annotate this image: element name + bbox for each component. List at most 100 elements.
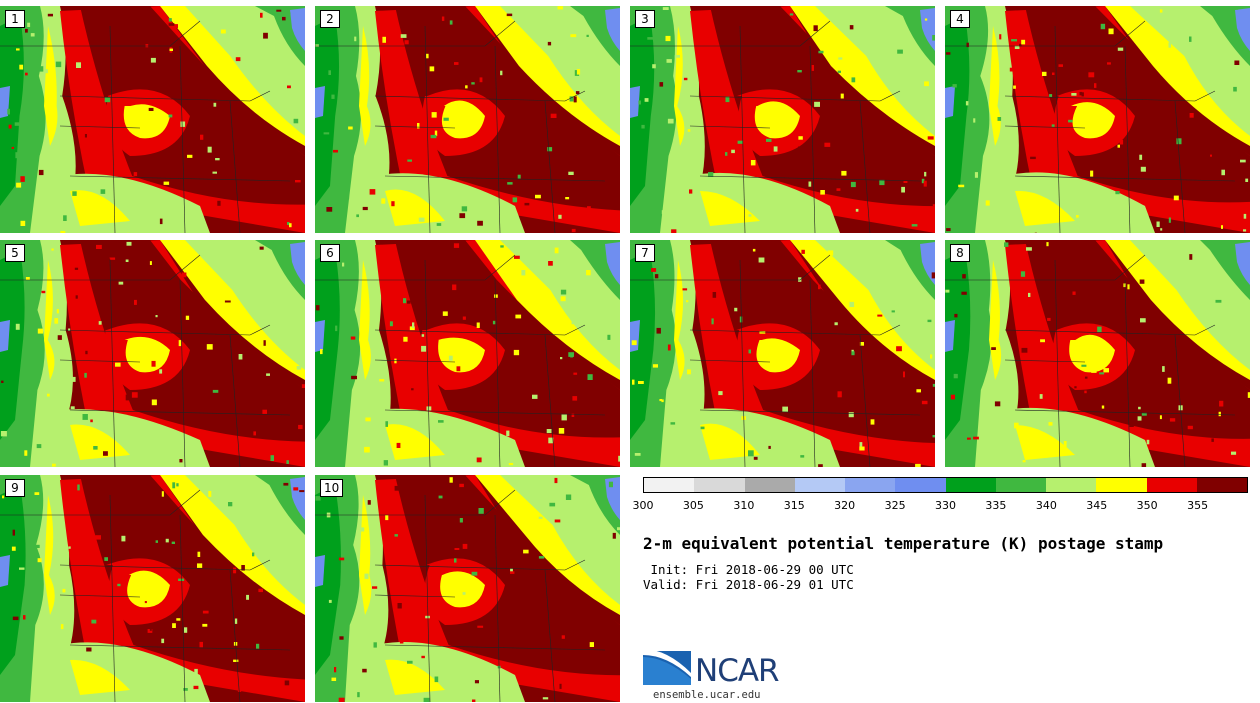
speckle: [7, 108, 10, 115]
speckle: [47, 13, 53, 17]
speckle: [150, 57, 156, 63]
speckle: [14, 122, 19, 126]
speckle: [1159, 9, 1163, 13]
speckle: [16, 182, 22, 188]
speckle: [923, 180, 927, 187]
contour-region: [123, 104, 170, 139]
speckle: [560, 296, 566, 302]
speckle: [908, 63, 912, 67]
speckle: [979, 284, 986, 287]
speckle: [301, 384, 305, 388]
contour-region: [0, 555, 10, 587]
panel-number: 1: [5, 10, 25, 28]
state-border: [699, 409, 921, 416]
speckle: [589, 642, 594, 647]
speckle: [814, 101, 820, 107]
state-border: [59, 359, 141, 363]
legend-swatch: [694, 478, 745, 492]
speckle: [20, 220, 26, 226]
speckle: [782, 406, 788, 412]
speckle: [379, 379, 385, 382]
speckle: [103, 493, 109, 498]
speckle: [407, 660, 413, 664]
speckle: [417, 123, 420, 129]
speckle: [661, 210, 667, 215]
contour-region: [44, 495, 55, 615]
speckle: [260, 12, 263, 18]
speckle: [383, 460, 388, 466]
panel-number: 5: [5, 244, 25, 262]
contour-region: [605, 242, 620, 285]
speckle: [400, 34, 407, 38]
state-border: [1054, 259, 1061, 467]
speckle: [674, 55, 680, 58]
speckle: [328, 70, 331, 75]
speckle: [652, 364, 658, 368]
speckle: [517, 174, 521, 179]
speckle: [934, 401, 935, 408]
speckle: [1189, 254, 1193, 260]
speckle: [1169, 418, 1176, 422]
speckle: [921, 400, 928, 405]
speckle: [233, 659, 239, 662]
speckle: [1159, 415, 1162, 420]
speckle: [538, 516, 543, 519]
speckle: [1137, 416, 1142, 421]
speckle: [289, 223, 292, 228]
speckle: [20, 176, 25, 182]
speckle: [1074, 386, 1077, 389]
speckle: [421, 345, 427, 352]
speckle: [1004, 242, 1009, 247]
legend-color-bar: [643, 477, 1248, 493]
state-border: [739, 259, 746, 467]
speckle: [256, 643, 260, 649]
speckle: [462, 316, 466, 320]
speckle: [0, 431, 7, 437]
speckle: [507, 182, 513, 185]
state-border: [809, 45, 816, 233]
speckle: [768, 445, 771, 449]
color-legend: 300 305 310 315 320 325 330 335 340 345 350 355: [633, 477, 1248, 517]
state-border: [424, 494, 431, 702]
speckle: [966, 42, 969, 48]
speckle: [1231, 451, 1237, 455]
speckle: [38, 169, 44, 176]
speckle: [60, 231, 66, 233]
speckle: [342, 262, 345, 267]
speckle: [1160, 228, 1163, 231]
speckle: [125, 394, 131, 401]
speckle: [24, 450, 28, 456]
contour-region: [80, 475, 305, 680]
speckle: [547, 147, 553, 152]
speckle: [394, 534, 398, 537]
speckle: [350, 336, 356, 340]
speckle: [1138, 406, 1141, 410]
speckle: [441, 16, 445, 21]
speckle: [98, 321, 102, 325]
speckle: [476, 322, 480, 328]
speckle: [215, 158, 220, 161]
contour-region: [124, 336, 170, 373]
speckle: [666, 59, 672, 63]
speckle: [748, 214, 752, 217]
speckle: [403, 298, 407, 304]
speckle: [448, 355, 453, 361]
speckle: [323, 132, 330, 135]
speckle: [670, 422, 676, 425]
speckle: [1076, 210, 1081, 215]
contour-region: [315, 16, 340, 206]
speckle: [228, 502, 233, 507]
state-border: [229, 569, 241, 702]
speckle: [801, 249, 805, 254]
speckle: [813, 25, 818, 32]
speckle: [354, 36, 357, 42]
speckle: [173, 447, 176, 451]
legend-tick-label: 310: [733, 499, 755, 512]
speckle: [125, 259, 129, 262]
legend-swatch: [845, 478, 896, 492]
legend-swatch: [794, 478, 845, 492]
speckle: [915, 463, 921, 467]
speckle: [212, 171, 217, 174]
valid-time: Valid: Fri 2018-06-29 01 UTC: [643, 577, 854, 592]
speckle: [897, 49, 903, 54]
